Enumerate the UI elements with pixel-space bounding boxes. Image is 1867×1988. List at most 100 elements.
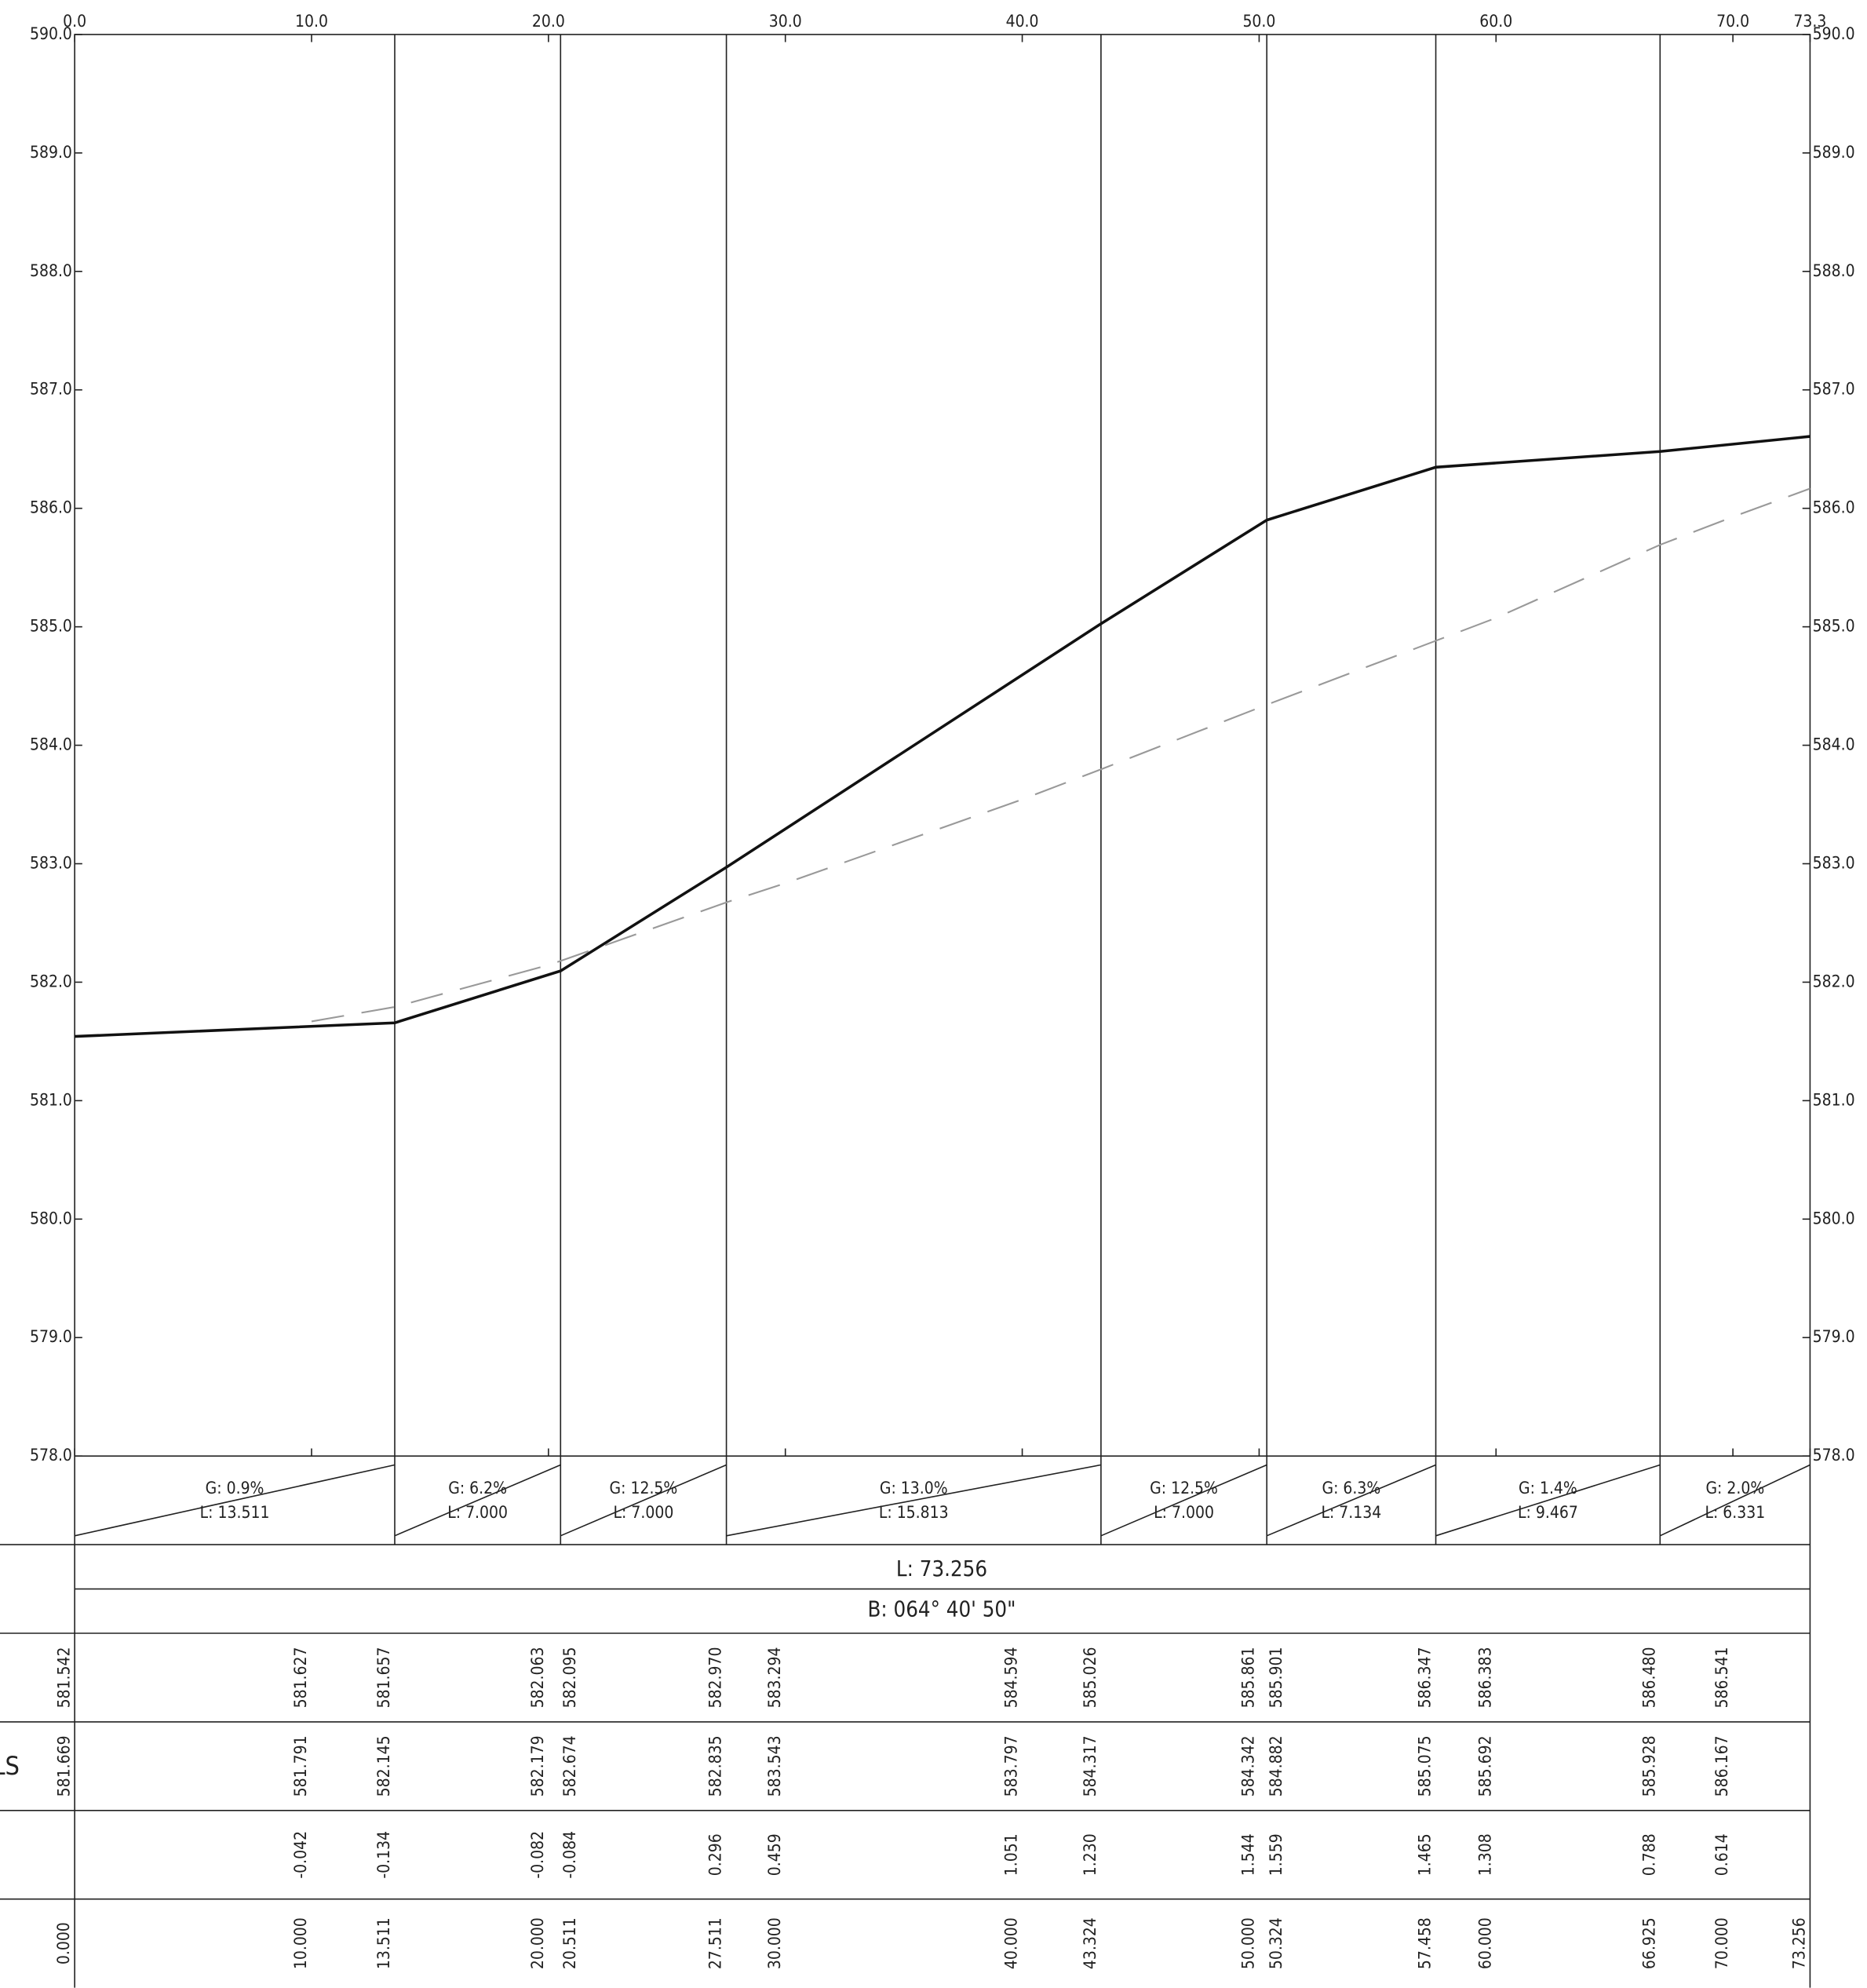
table-value: 586.480 — [1639, 1647, 1658, 1708]
table-value: 20.000 — [528, 1917, 547, 1969]
grade-diagonal — [394, 1464, 561, 1537]
grade-diagonal — [1266, 1464, 1436, 1537]
length-label: L: 7.000 — [614, 1503, 674, 1522]
table-value: 1.230 — [1081, 1833, 1099, 1876]
table-value: 581.627 — [291, 1647, 310, 1708]
table-value: 586.541 — [1712, 1647, 1731, 1708]
table-value: 581.669 — [54, 1735, 73, 1796]
y-tick-label: 583.0 — [30, 854, 72, 873]
table-value: 20.511 — [560, 1917, 579, 1969]
grade-label: G: 2.0% — [1705, 1479, 1764, 1497]
profile-line — [311, 487, 1810, 1023]
length-label: L: 6.331 — [1705, 1503, 1765, 1522]
y-tick-label-right: 589.0 — [1813, 143, 1855, 162]
y-tick-label: 586.0 — [30, 498, 72, 517]
grade-label: G: 6.2% — [448, 1479, 507, 1497]
table-value: 585.692 — [1475, 1735, 1494, 1796]
grade-diagonal — [1100, 1464, 1267, 1537]
x-tick-label: 10.0 — [295, 12, 328, 31]
table-value: 585.075 — [1416, 1735, 1435, 1796]
grade-diagonal — [726, 1464, 1102, 1537]
table-value: 585.901 — [1267, 1647, 1285, 1708]
table-value: 0.614 — [1712, 1833, 1731, 1876]
y-tick-label: 588.0 — [30, 261, 72, 280]
table-value: 50.324 — [1267, 1917, 1285, 1969]
grade-label: G: 13.0% — [880, 1479, 948, 1497]
table-value: 0.459 — [765, 1833, 784, 1876]
table-value: 1.465 — [1416, 1833, 1435, 1876]
y-tick-label: 579.0 — [30, 1327, 72, 1346]
x-tick-label: 40.0 — [1006, 12, 1039, 31]
y-tick-label-right: 585.0 — [1813, 617, 1855, 636]
table-value: 43.324 — [1081, 1917, 1099, 1969]
y-tick-label-right: 579.0 — [1813, 1327, 1855, 1346]
table-value: 13.511 — [374, 1917, 393, 1969]
grade-diagonal — [1659, 1464, 1810, 1537]
y-tick-label: 580.0 — [30, 1209, 72, 1227]
table-value: 70.000 — [1712, 1917, 1731, 1969]
table-value: -0.082 — [528, 1831, 547, 1879]
y-tick-label-right: 578.0 — [1813, 1446, 1855, 1465]
table-value: 582.674 — [560, 1735, 579, 1796]
table-value: 581.791 — [291, 1735, 310, 1796]
table-value: 0.788 — [1639, 1833, 1658, 1876]
y-tick-label: 582.0 — [30, 972, 72, 990]
table-value: 584.317 — [1081, 1735, 1099, 1796]
table-value: 0.000 — [54, 1922, 73, 1964]
y-tick-label-right: 586.0 — [1813, 498, 1855, 517]
table-value: 585.861 — [1239, 1647, 1258, 1708]
x-tick-label: 30.0 — [769, 12, 802, 31]
y-tick-label-right: 583.0 — [1813, 854, 1855, 873]
table-value: 40.000 — [1002, 1917, 1021, 1969]
length-label: L: 13.511 — [200, 1503, 270, 1522]
grade-label: G: 1.4% — [1519, 1479, 1577, 1497]
length-label: L: 15.813 — [879, 1503, 949, 1522]
length-label: L: 7.134 — [1321, 1503, 1381, 1522]
y-tick-label-right: 588.0 — [1813, 261, 1855, 280]
table-value: 584.342 — [1239, 1735, 1258, 1796]
y-tick-label-right: 581.0 — [1813, 1090, 1855, 1109]
table-value: -0.084 — [560, 1831, 579, 1879]
y-tick-label: 590.0 — [30, 24, 72, 43]
table-value: 583.543 — [765, 1735, 784, 1796]
table-value: 73.256 — [1790, 1917, 1809, 1969]
x-tick-label: 60.0 — [1479, 12, 1512, 31]
table-value: 1.559 — [1267, 1833, 1285, 1876]
table-value: 586.347 — [1416, 1647, 1435, 1708]
length-label: L: 9.467 — [1518, 1503, 1578, 1522]
table-value: 1.544 — [1239, 1833, 1258, 1876]
table-value: 582.145 — [374, 1735, 393, 1796]
length-label: L: 7.000 — [1154, 1503, 1214, 1522]
table-value: 586.167 — [1712, 1735, 1731, 1796]
table-value: 583.797 — [1002, 1735, 1021, 1796]
table-value: 582.063 — [528, 1647, 547, 1708]
grade-label: G: 12.5% — [610, 1479, 678, 1497]
plot-frame — [74, 34, 1811, 1457]
table-value: 60.000 — [1475, 1917, 1494, 1969]
grade-diagonal — [1435, 1464, 1661, 1537]
table-value: 584.882 — [1267, 1735, 1285, 1796]
grade-label: G: 12.5% — [1150, 1479, 1218, 1497]
table-value: 585.026 — [1081, 1647, 1099, 1708]
y-tick-label-right: 587.0 — [1813, 380, 1855, 399]
table-value: 581.657 — [374, 1647, 393, 1708]
y-tick-label: 587.0 — [30, 380, 72, 399]
profile-line — [75, 435, 1810, 1038]
x-tick-label: 50.0 — [1242, 12, 1275, 31]
bearing: B: 064° 40' 50" — [868, 1597, 1016, 1621]
table-value: 582.835 — [706, 1735, 725, 1796]
grade-diagonal — [560, 1464, 727, 1537]
row-label: LS — [0, 1751, 20, 1781]
y-tick-label-right: 590.0 — [1813, 24, 1855, 43]
y-tick-label: 581.0 — [30, 1090, 72, 1109]
table-value: 10.000 — [291, 1917, 310, 1969]
length-label: L: 7.000 — [447, 1503, 508, 1522]
total-length: L: 73.256 — [896, 1557, 987, 1581]
y-tick-label-right: 580.0 — [1813, 1209, 1855, 1227]
x-tick-label: 73.3 — [1793, 12, 1826, 31]
y-tick-label: 584.0 — [30, 735, 72, 754]
table-value: 27.511 — [706, 1917, 725, 1969]
grade-label: G: 6.3% — [1322, 1479, 1380, 1497]
